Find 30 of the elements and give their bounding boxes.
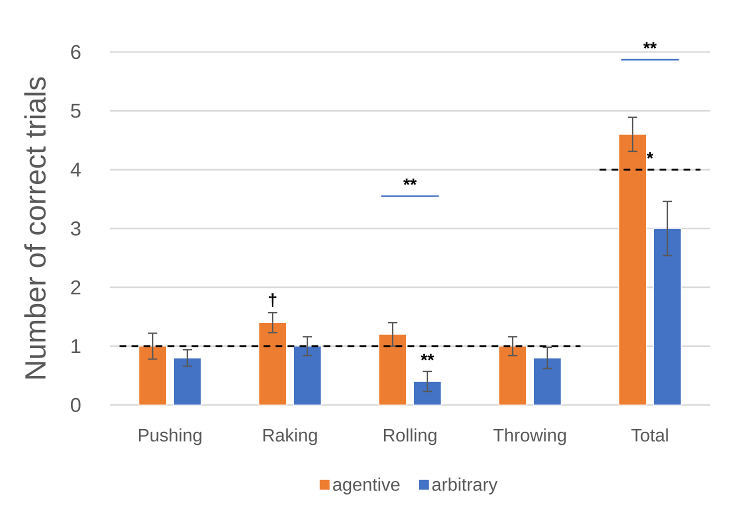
annotation: † (268, 293, 276, 308)
bar (173, 358, 202, 406)
annotation: ** (420, 354, 434, 360)
bar (258, 322, 287, 406)
y-axis-title: Number of correct trials (24, 77, 46, 378)
x-tick-label: Rolling (384, 428, 436, 446)
y-tick-label: 1 (72, 339, 80, 354)
bar (138, 346, 167, 406)
annotation: ** (403, 178, 417, 186)
x-tick-label: Raking (263, 428, 317, 446)
legend-label: arbitrary (432, 478, 498, 494)
y-tick-label: 4 (70, 162, 81, 177)
bar (378, 334, 407, 406)
annotation: ** (643, 42, 657, 49)
x-tick-label: Total (631, 428, 668, 442)
y-tick-label: 5 (70, 104, 80, 118)
legend-label: agentive (333, 478, 400, 494)
bar (533, 358, 562, 406)
bar (413, 381, 442, 406)
y-tick-label: 2 (71, 280, 80, 294)
x-tick-label: Pushing (138, 428, 202, 446)
bar (653, 228, 682, 406)
bar (293, 346, 322, 406)
bar (618, 134, 647, 406)
annotation: * (646, 152, 654, 159)
y-tick-label: 0 (70, 398, 80, 412)
y-tick-label: 3 (70, 221, 80, 236)
y-tick-label: 6 (71, 44, 80, 60)
bar (498, 346, 527, 406)
x-tick-label: Throwing (493, 428, 566, 446)
